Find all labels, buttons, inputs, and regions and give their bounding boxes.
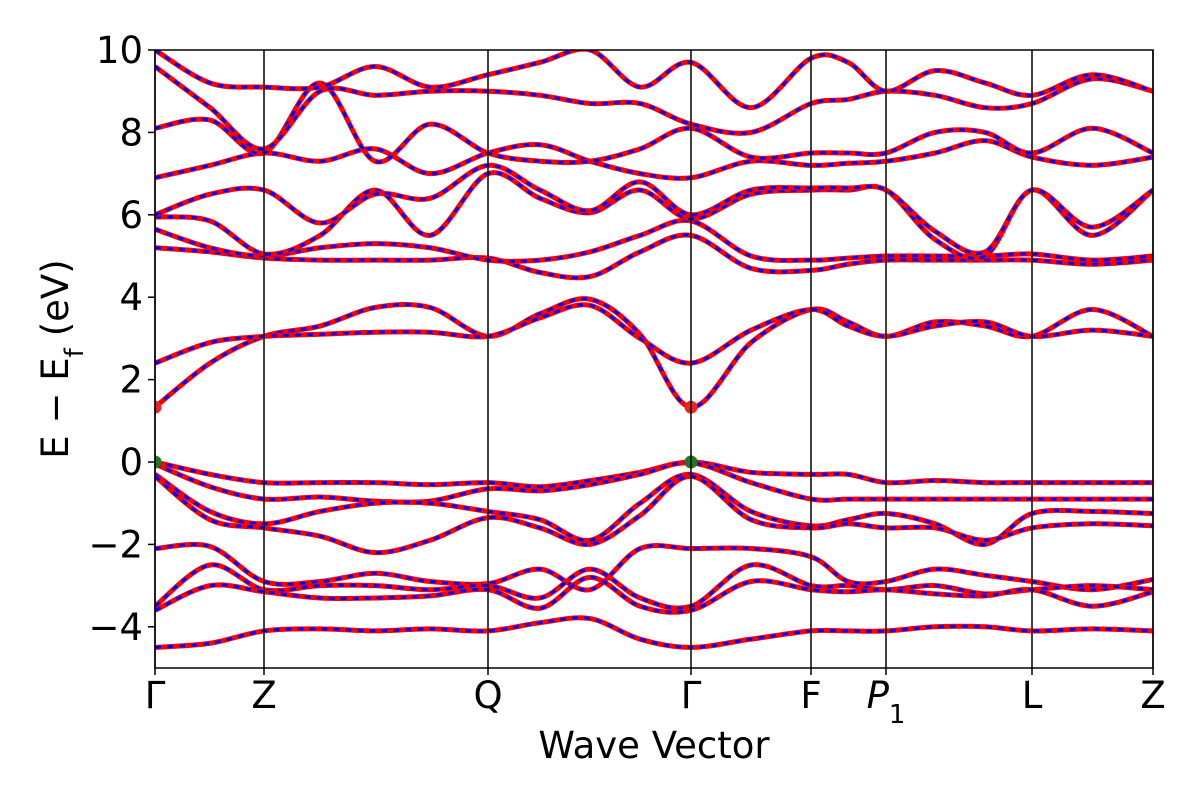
y-label-sub: f <box>60 347 90 357</box>
x-tick-label: F <box>800 674 821 717</box>
band-line <box>155 138 1153 181</box>
y-tick-label: −4 <box>88 606 143 649</box>
y-tick-label: 10 <box>96 29 143 72</box>
band-line <box>155 296 1153 410</box>
band-line-overlay <box>155 233 1153 280</box>
y-label-main: E − E <box>34 357 77 458</box>
band-line-overlay <box>155 474 1153 555</box>
y-tick-label: 2 <box>119 359 143 402</box>
band-line-overlay <box>155 563 1153 610</box>
extremum-point <box>155 400 162 414</box>
band-line-overlay <box>155 472 1153 546</box>
band-line-overlay <box>155 163 1153 255</box>
y-tick-label: 6 <box>119 194 143 237</box>
x-tick-label-main: P <box>867 674 890 717</box>
extremum-point <box>155 455 162 469</box>
x-tick-label: Z <box>251 674 276 717</box>
x-tick-label: P1 <box>867 674 906 730</box>
x-tick-label-main: Γ <box>145 674 166 717</box>
band-line-overlay <box>155 461 1153 504</box>
x-tick-label: L <box>1022 674 1043 717</box>
band-line-overlay <box>155 460 1153 489</box>
x-tick-label: Γ <box>145 674 166 717</box>
x-tick-label-main: Γ <box>681 674 702 717</box>
band-line-overlay <box>155 297 1153 409</box>
y-axis-label: E − Ef (eV) <box>34 259 90 458</box>
y-tick-label: 8 <box>119 111 143 154</box>
band-line-overlay <box>155 50 1153 110</box>
x-tick-label-main: Z <box>251 674 276 717</box>
band-line <box>155 541 1153 593</box>
y-tick-label: 0 <box>119 441 143 484</box>
band-line <box>155 50 1153 111</box>
band-line-overlay <box>155 65 1153 151</box>
y-label-unit: (eV) <box>34 259 77 336</box>
band-line <box>155 162 1153 256</box>
y-tick-label: 4 <box>119 276 143 319</box>
bands <box>155 50 1153 650</box>
band-line-overlay <box>155 303 1153 365</box>
x-axis-label: Wave Vector <box>538 724 770 767</box>
y-tick-label: −2 <box>88 523 143 566</box>
x-tick-label: Γ <box>681 674 702 717</box>
x-tick-label: Q <box>473 674 502 717</box>
band-line-overlay <box>155 575 1153 614</box>
band-line-overlay <box>155 616 1153 649</box>
band-line-overlay <box>155 542 1153 592</box>
x-tick-label-main: F <box>800 674 821 717</box>
x-tick-label-main: L <box>1022 674 1043 717</box>
x-tick-label-sub: 1 <box>889 700 906 730</box>
band-line <box>155 170 1153 261</box>
band-line-overlay <box>155 81 1153 165</box>
x-tick-label-main: Z <box>1140 674 1165 717</box>
x-tick-label-main: Q <box>473 674 502 717</box>
x-tick-label: Z <box>1140 674 1165 717</box>
